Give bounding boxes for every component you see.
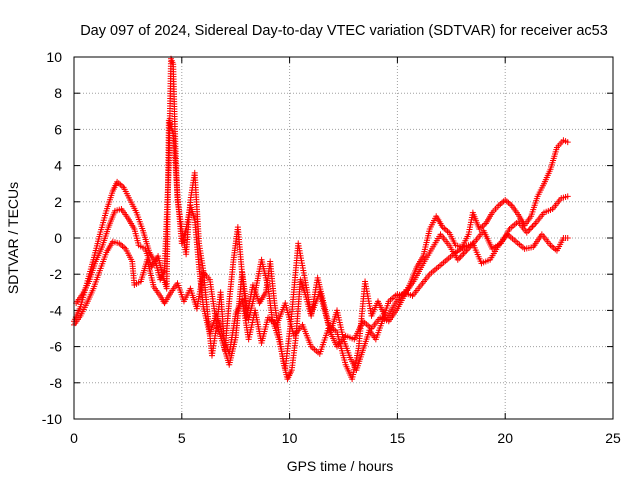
data-point bbox=[564, 235, 571, 241]
y-tick-label: -8 bbox=[50, 375, 63, 391]
x-tick-label: 0 bbox=[70, 430, 78, 446]
data-point bbox=[564, 139, 571, 146]
y-tick-label: 6 bbox=[54, 121, 62, 137]
plot-frame bbox=[73, 56, 614, 420]
x-tick-label: 20 bbox=[497, 430, 513, 446]
x-axis-label: GPS time / hours bbox=[287, 458, 394, 474]
y-tick-label: 4 bbox=[54, 158, 62, 174]
data-points bbox=[71, 55, 571, 383]
y-tick-label: -4 bbox=[50, 302, 63, 318]
y-tick-label: 10 bbox=[46, 49, 62, 65]
chart-title: Day 097 of 2024, Sidereal Day-to-day VTE… bbox=[80, 23, 608, 39]
y-axis-label: SDTVAR / TECUs bbox=[5, 182, 21, 294]
y-tick-label: -6 bbox=[50, 339, 63, 355]
y-tick-label: -10 bbox=[42, 411, 62, 427]
y-tick-label: 8 bbox=[54, 85, 62, 101]
x-tick-label: 25 bbox=[605, 430, 621, 446]
x-tick-label: 15 bbox=[390, 430, 406, 446]
y-tick-label: 2 bbox=[54, 194, 62, 210]
x-tick-label: 5 bbox=[178, 430, 186, 446]
tick-labels: 0 5 10 15 20 25 -10 -8 -6 -4 -2 0 2 4 6 8 10 bbox=[42, 49, 621, 446]
y-tick-label: 0 bbox=[54, 230, 62, 246]
x-tick-label: 10 bbox=[282, 430, 298, 446]
data-point bbox=[564, 193, 571, 200]
y-tick-label: -2 bbox=[50, 266, 63, 282]
